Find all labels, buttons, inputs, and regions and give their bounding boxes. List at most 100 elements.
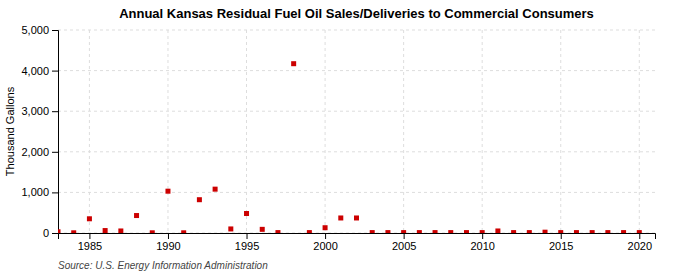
source: Source: U.S. Energy Information Administ… xyxy=(58,260,268,271)
grid-line xyxy=(403,30,404,233)
point xyxy=(244,211,249,216)
point xyxy=(385,230,390,233)
tick-label: 2015 xyxy=(549,240,573,252)
points xyxy=(58,61,642,233)
chart: 1985 1990 1995 2000 2005 2010 2015 2020 0 1,000 2,… xyxy=(0,0,675,275)
tick: 2020 xyxy=(628,233,652,252)
point xyxy=(291,61,296,66)
tick-mark xyxy=(52,71,58,72)
tick-mark xyxy=(168,233,169,239)
tick: 3,000 xyxy=(21,105,58,117)
point xyxy=(480,230,485,233)
tick-mark xyxy=(52,233,58,234)
tick: 4,000 xyxy=(21,65,58,77)
point xyxy=(134,213,139,218)
tick-mark xyxy=(247,233,248,239)
point xyxy=(511,230,516,233)
point xyxy=(307,230,312,233)
grid-line xyxy=(58,70,655,71)
point xyxy=(260,227,265,232)
point xyxy=(197,197,202,202)
tick-mark xyxy=(52,152,58,153)
point xyxy=(228,226,233,231)
tick-label: 1990 xyxy=(156,240,180,252)
point xyxy=(338,215,343,220)
grid-line xyxy=(560,30,561,233)
grid-line xyxy=(58,30,655,31)
tick: 1995 xyxy=(235,233,259,252)
tick-mark xyxy=(639,233,640,239)
point xyxy=(433,230,438,233)
point xyxy=(275,230,280,233)
tick: 1990 xyxy=(156,233,180,252)
tick-label: 3,000 xyxy=(21,105,49,117)
tick-label: 1,000 xyxy=(21,186,49,198)
point xyxy=(558,230,563,233)
point xyxy=(165,189,170,194)
axis-line xyxy=(59,234,656,240)
tick-mark xyxy=(52,111,58,112)
grid-line xyxy=(58,111,655,112)
tick-mark xyxy=(404,233,405,239)
grid-line xyxy=(639,30,640,233)
y-axis: 0 1,000 2,000 3,000 4,000 5,000 xyxy=(21,24,58,239)
point xyxy=(323,225,328,230)
point xyxy=(637,230,642,233)
tick: 1,000 xyxy=(21,186,58,198)
tick-label: 2005 xyxy=(392,240,416,252)
point xyxy=(71,230,76,233)
point xyxy=(621,230,626,233)
point xyxy=(87,216,92,221)
point xyxy=(527,230,532,233)
tick-mark xyxy=(561,233,562,239)
point xyxy=(181,230,186,233)
tick: 2010 xyxy=(470,233,494,252)
point xyxy=(543,230,548,233)
point xyxy=(605,230,610,233)
point xyxy=(213,187,218,192)
tick-mark xyxy=(482,233,483,239)
grid-line xyxy=(167,30,168,233)
point xyxy=(118,228,123,233)
grid-line xyxy=(325,30,326,233)
point xyxy=(58,229,61,233)
grid-line xyxy=(58,192,655,193)
point xyxy=(464,230,469,233)
grid-line xyxy=(246,30,247,233)
point xyxy=(417,230,422,233)
tick: 1985 xyxy=(78,233,102,252)
tick: 0 xyxy=(43,227,58,239)
point xyxy=(495,228,500,233)
title: Annual Kansas Residual Fuel Oil Sales/De… xyxy=(119,6,594,21)
plot: 1985 1990 1995 2000 2005 2010 2015 2020 0 1,000 2,… xyxy=(21,24,655,252)
tick-label: 0 xyxy=(43,227,49,239)
tick-label: 2,000 xyxy=(21,146,49,158)
axis-line xyxy=(52,31,59,234)
tick: 2005 xyxy=(392,233,416,252)
grid-line xyxy=(89,30,90,233)
x-axis: 1985 1990 1995 2000 2005 2010 2015 2020 xyxy=(59,233,656,252)
tick-label: 5,000 xyxy=(21,24,49,36)
tick-label: 1985 xyxy=(78,240,102,252)
tick-label: 2020 xyxy=(628,240,652,252)
point xyxy=(574,230,579,233)
tick-label: 2010 xyxy=(470,240,494,252)
point xyxy=(150,230,155,233)
point xyxy=(590,230,595,233)
point xyxy=(103,228,108,233)
tick-mark xyxy=(52,30,58,31)
tick-mark xyxy=(89,233,90,239)
point xyxy=(401,230,406,233)
tick-label: 1995 xyxy=(235,240,259,252)
tick-label: 2000 xyxy=(313,240,337,252)
grid-line xyxy=(482,30,483,233)
grid xyxy=(58,30,655,233)
tick: 5,000 xyxy=(21,24,58,36)
point xyxy=(370,230,375,233)
point xyxy=(448,230,453,233)
point xyxy=(354,215,359,220)
tick: 2015 xyxy=(549,233,573,252)
tick-mark xyxy=(52,192,58,193)
grid-line xyxy=(58,151,655,152)
tick-mark xyxy=(325,233,326,239)
